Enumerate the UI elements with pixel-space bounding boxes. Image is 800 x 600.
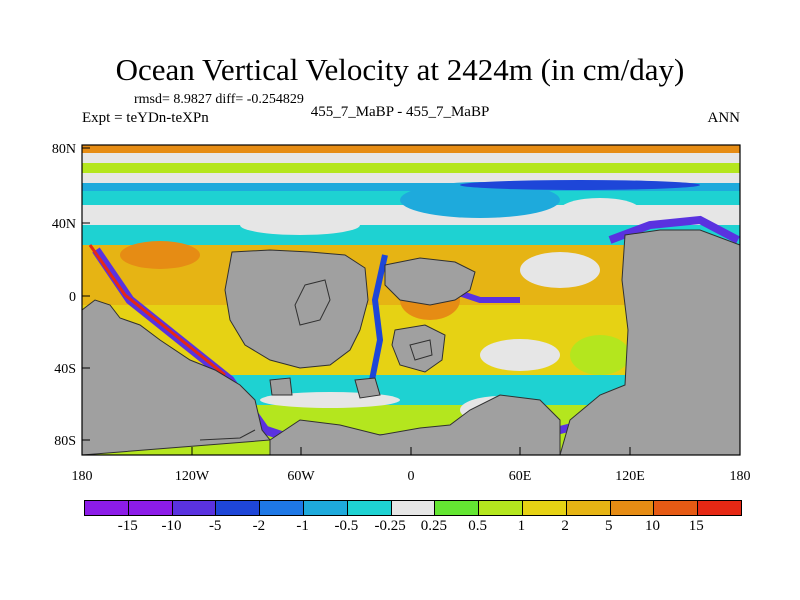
map-title: Ocean Vertical Velocity at 2424m (in cm/…	[115, 52, 685, 87]
lon-tick-label: 180	[72, 469, 93, 484]
experiment-line: Expt = teYDn-teXPn	[82, 110, 209, 126]
colorbar-label: -15	[117, 518, 138, 534]
colorbar-swatch	[260, 501, 304, 515]
colorbar-swatch	[85, 501, 129, 515]
lon-tick-label: 120E	[615, 469, 645, 484]
colorbar-swatch	[522, 501, 567, 515]
lat-tick-label: 80N	[52, 142, 76, 157]
colorbar-label: 15	[688, 518, 704, 534]
colorbar-label: 2	[561, 518, 569, 534]
colorbar-swatch	[654, 501, 699, 515]
colorbar-swatch	[610, 501, 655, 515]
runs-line: 455_7_MaBP - 455_7_MaBP	[310, 104, 490, 120]
colorbar-swatch	[698, 501, 741, 515]
colorbar-labels: -15 -10 -5 -2 -1 -0.5 -0.25 0.25 0.5 1 2 5 10 15	[84, 516, 740, 536]
lat-tick-label: 40S	[54, 362, 76, 377]
colorbar-swatches	[84, 500, 742, 516]
map-plot-area	[82, 145, 740, 455]
lon-tick-label: 60E	[509, 469, 532, 484]
colorbar-swatch	[347, 501, 392, 515]
colorbar-label: 5	[605, 518, 613, 534]
colorbar: -15 -10 -5 -2 -1 -0.5 -0.25 0.25 0.5 1 2 5 10 15	[84, 500, 742, 536]
colorbar-label: -1	[296, 518, 309, 534]
colorbar-label: 1	[517, 518, 526, 534]
colorbar-label: -2	[252, 518, 266, 534]
lat-tick-label: 80S	[54, 434, 76, 449]
colorbar-label: -0.25	[374, 518, 406, 534]
colorbar-swatch	[435, 501, 480, 515]
colorbar-swatch	[566, 501, 611, 515]
colorbar-swatch	[172, 501, 217, 515]
colorbar-swatch	[391, 501, 436, 515]
colorbar-swatch	[216, 501, 261, 515]
season-label: ANN	[707, 110, 741, 126]
lon-tick-label: 0	[408, 469, 415, 484]
colorbar-swatch	[479, 501, 523, 515]
colorbar-swatch	[128, 501, 173, 515]
colorbar-swatch	[303, 501, 348, 515]
lon-tick-label: 180	[730, 469, 751, 484]
lon-axis: 180 120W 60W 0 60E 120E 180	[72, 447, 751, 484]
colorbar-label: -0.5	[334, 518, 359, 534]
colorbar-label: 10	[645, 518, 661, 534]
lat-tick-label: 40N	[52, 217, 76, 232]
lat-axis: 80N 40N 0 40S 80S	[52, 142, 90, 449]
lon-tick-label: 120W	[175, 469, 210, 484]
lat-tick-label: 0	[69, 290, 76, 305]
lon-tick-label: 60W	[287, 469, 315, 484]
colorbar-label: -10	[161, 518, 182, 534]
colorbar-label: -5	[208, 518, 222, 534]
colorbar-label: 0.5	[468, 518, 487, 534]
stats-line: rmsd= 8.9827 diff= -0.254829	[134, 92, 304, 107]
colorbar-label: 0.25	[420, 518, 447, 534]
